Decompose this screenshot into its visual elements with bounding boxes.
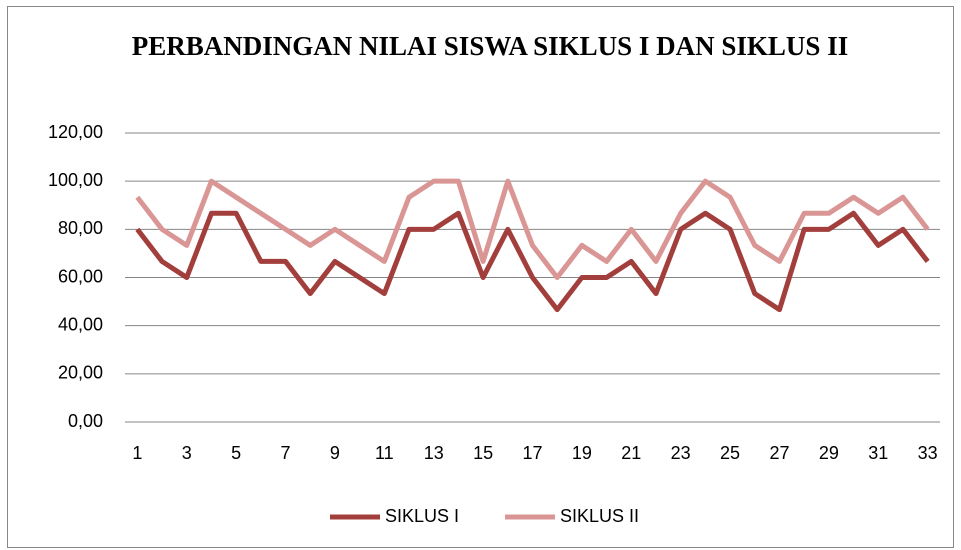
- x-tick-label: 7: [281, 443, 291, 463]
- x-tick-label: 25: [720, 443, 740, 463]
- y-tick-label: 100,00: [48, 170, 103, 190]
- chart-border: [7, 6, 954, 548]
- x-tick-label: 23: [671, 443, 691, 463]
- y-tick-label: 80,00: [58, 218, 103, 238]
- x-tick-label: 1: [132, 443, 142, 463]
- y-tick-label: 40,00: [58, 314, 103, 334]
- y-tick-label: 60,00: [58, 266, 103, 286]
- x-tick-label: 31: [868, 443, 888, 463]
- legend-label: SIKLUS II: [560, 506, 639, 526]
- x-tick-label: 9: [330, 443, 340, 463]
- x-tick-label: 5: [231, 443, 241, 463]
- y-tick-label: 20,00: [58, 363, 103, 383]
- chart-title: PERBANDINGAN NILAI SISWA SIKLUS I DAN SI…: [131, 31, 849, 61]
- legend-label: SIKLUS I: [385, 506, 459, 526]
- y-tick-label: 0,00: [68, 411, 103, 431]
- line-series: [135, 178, 930, 280]
- x-tick-label: 11: [375, 443, 394, 463]
- x-tick-label: 17: [522, 443, 542, 463]
- x-tick-label: 27: [769, 443, 789, 463]
- x-tick-label: 3: [182, 443, 192, 463]
- line-series: [135, 210, 930, 313]
- x-tick-label: 33: [918, 443, 938, 463]
- x-tick-label: 15: [473, 443, 493, 463]
- x-tick-label: 13: [424, 443, 444, 463]
- y-tick-label: 120,00: [48, 122, 103, 142]
- x-tick-label: 19: [572, 443, 592, 463]
- x-tick-label: 29: [819, 443, 839, 463]
- x-tick-label: 21: [621, 443, 641, 463]
